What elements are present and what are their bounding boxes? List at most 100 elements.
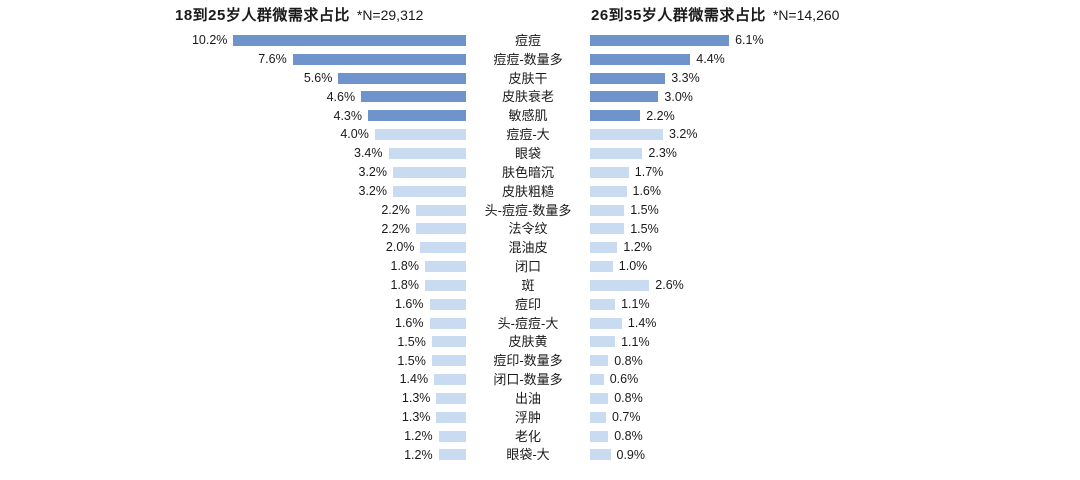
chart-row: 2.2% 法令纹 1.5% bbox=[0, 219, 1080, 238]
right-chart-cell: 2.6% bbox=[590, 279, 1080, 292]
right-chart-cell: 2.2% bbox=[590, 110, 1080, 123]
chart-row: 3.2% 皮肤粗糙 1.6% bbox=[0, 182, 1080, 201]
category-label: 肤色暗沉 bbox=[501, 164, 554, 180]
right-chart-cell: 0.7% bbox=[590, 411, 1080, 424]
left-chart-cell: 1.3% bbox=[0, 411, 466, 424]
right-bar bbox=[590, 298, 616, 310]
category-label: 痘印-数量多 bbox=[493, 353, 563, 369]
right-chart-cell: 0.9% bbox=[590, 449, 1080, 462]
right-chart-cell: 3.2% bbox=[590, 128, 1080, 141]
right-bar bbox=[590, 261, 613, 273]
chart-row: 4.0% 痘痘-大 3.2% bbox=[0, 125, 1080, 144]
right-value-label: 6.1% bbox=[735, 33, 764, 48]
left-value-label: 1.8% bbox=[390, 278, 420, 293]
right-chart-cell: 3.3% bbox=[590, 72, 1080, 85]
right-value-label: 3.2% bbox=[669, 127, 698, 142]
left-chart-sample-size: *N=29,312 bbox=[356, 7, 424, 23]
category-label: 痘痘-大 bbox=[506, 127, 550, 143]
left-bar bbox=[338, 72, 466, 84]
category-label: 敏感肌 bbox=[508, 108, 548, 124]
category-label: 皮肤粗糙 bbox=[501, 183, 554, 199]
right-chart-title-text: 26到35岁人群微需求占比 bbox=[591, 7, 766, 24]
chart-row: 1.8% 闭口 1.0% bbox=[0, 257, 1080, 276]
left-bar bbox=[425, 261, 466, 273]
right-value-label: 3.3% bbox=[671, 70, 700, 85]
left-value-label: 4.3% bbox=[333, 108, 363, 123]
left-bar bbox=[436, 392, 466, 404]
right-chart-cell: 1.5% bbox=[590, 204, 1080, 217]
left-chart-cell: 10.2% bbox=[0, 34, 466, 47]
chart-row: 2.2% 头-痘痘-数量多 1.5% bbox=[0, 201, 1080, 220]
chart-row: 1.3% 出油 0.8% bbox=[0, 389, 1080, 408]
chart-row: 1.2% 老化 0.8% bbox=[0, 427, 1080, 446]
right-chart-cell: 1.5% bbox=[590, 223, 1080, 236]
right-bar bbox=[590, 223, 625, 235]
right-bar bbox=[590, 34, 730, 46]
left-bar bbox=[431, 355, 466, 367]
right-value-label: 1.0% bbox=[618, 259, 648, 274]
left-bar bbox=[361, 91, 466, 103]
left-chart-cell: 1.5% bbox=[0, 355, 466, 368]
left-value-label: 3.2% bbox=[358, 165, 388, 180]
left-value-label: 1.6% bbox=[395, 296, 424, 311]
left-bar bbox=[431, 336, 466, 348]
left-value-label: 1.2% bbox=[404, 447, 433, 462]
left-bar bbox=[374, 129, 466, 141]
left-chart-cell: 7.6% bbox=[0, 53, 466, 66]
chart-row: 7.6% 痘痘-数量多 4.4% bbox=[0, 50, 1080, 69]
left-chart-cell: 4.0% bbox=[0, 128, 466, 141]
category-label: 闭口-数量多 bbox=[493, 372, 563, 388]
category-label: 痘痘-数量多 bbox=[493, 51, 563, 67]
chart-row: 5.6% 皮肤干 3.3% bbox=[0, 69, 1080, 88]
right-chart-cell: 2.3% bbox=[590, 147, 1080, 160]
left-chart-cell: 2.2% bbox=[0, 223, 466, 236]
right-bar bbox=[590, 449, 611, 461]
right-bar bbox=[590, 91, 659, 103]
left-value-label: 1.8% bbox=[390, 259, 420, 274]
left-chart-cell: 1.4% bbox=[0, 373, 466, 386]
category-label: 头-痘痘-数量多 bbox=[484, 202, 572, 218]
category-label: 老化 bbox=[514, 428, 541, 444]
category-label: 出油 bbox=[514, 390, 541, 406]
left-chart-title: 18到25岁人群微需求占比 *N=29,312 bbox=[175, 4, 423, 25]
left-chart-cell: 1.2% bbox=[0, 430, 466, 443]
right-value-label: 1.2% bbox=[623, 240, 652, 255]
right-value-label: 1.4% bbox=[627, 315, 657, 330]
category-label: 闭口 bbox=[514, 259, 541, 275]
left-chart-cell: 5.6% bbox=[0, 72, 466, 85]
left-bar bbox=[415, 204, 466, 216]
category-label: 斑 bbox=[521, 277, 535, 293]
left-value-label: 1.6% bbox=[395, 315, 424, 330]
left-bar bbox=[434, 374, 466, 386]
right-value-label: 1.1% bbox=[621, 334, 650, 349]
left-chart-cell: 1.3% bbox=[0, 392, 466, 405]
right-bar bbox=[590, 204, 625, 216]
right-bar bbox=[590, 53, 691, 65]
left-value-label: 4.6% bbox=[326, 89, 356, 104]
right-bar bbox=[590, 392, 609, 404]
category-label: 皮肤衰老 bbox=[501, 89, 554, 105]
left-value-label: 3.4% bbox=[354, 146, 383, 161]
right-chart-cell: 1.1% bbox=[590, 298, 1080, 311]
category-label: 眼袋 bbox=[514, 145, 541, 161]
left-bar bbox=[292, 53, 466, 65]
left-chart-cell: 1.8% bbox=[0, 279, 466, 292]
left-chart-cell: 1.6% bbox=[0, 298, 466, 311]
category-label: 头-痘痘-大 bbox=[497, 315, 559, 331]
category-label: 痘痘 bbox=[514, 32, 541, 48]
right-chart-cell: 6.1% bbox=[590, 34, 1080, 47]
category-label: 痘印 bbox=[514, 296, 541, 312]
category-label: 浮肿 bbox=[514, 409, 541, 425]
left-value-label: 3.2% bbox=[358, 183, 388, 198]
chart-row: 1.6% 痘印 1.1% bbox=[0, 295, 1080, 314]
right-chart-sample-size: *N=14,260 bbox=[772, 7, 840, 23]
left-chart-cell: 1.6% bbox=[0, 317, 466, 330]
left-chart-cell: 4.6% bbox=[0, 91, 466, 104]
left-bar bbox=[415, 223, 466, 235]
right-bar bbox=[590, 147, 643, 159]
left-bar bbox=[393, 166, 466, 178]
right-bar bbox=[590, 430, 609, 442]
left-chart-cell: 4.3% bbox=[0, 110, 466, 123]
right-chart-cell: 1.4% bbox=[590, 317, 1080, 330]
right-bar bbox=[590, 166, 629, 178]
